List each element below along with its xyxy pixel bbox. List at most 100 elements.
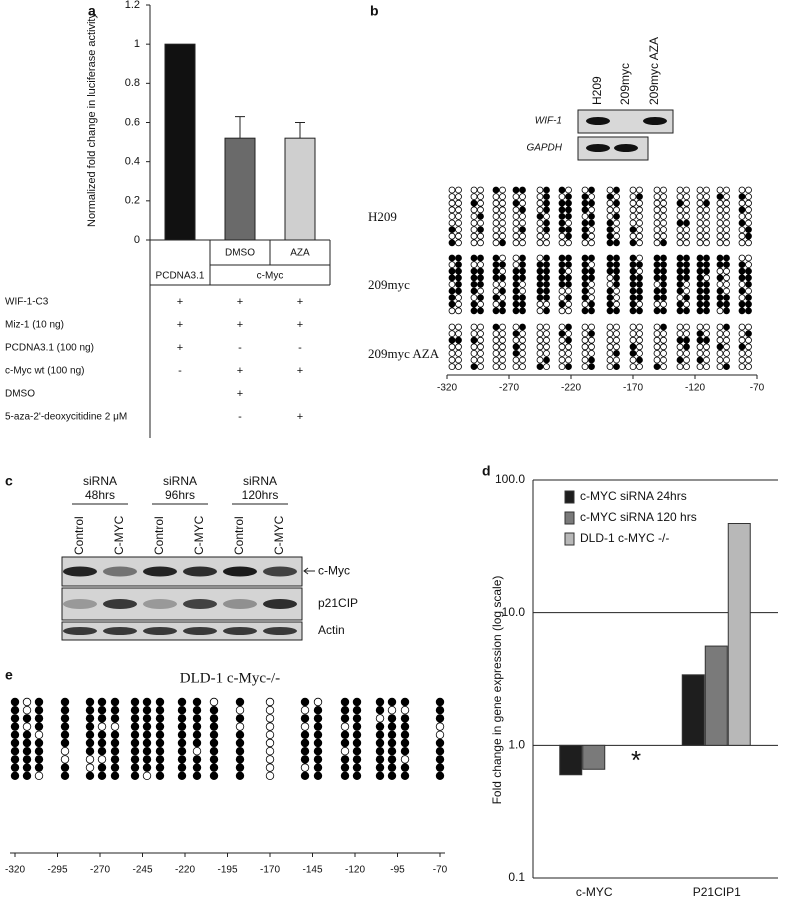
- lane-label: C-MYC: [112, 515, 126, 555]
- cpg-site: [629, 330, 637, 338]
- cpg-site: [34, 738, 44, 748]
- cpg-site: [723, 254, 730, 262]
- cpg-site: [192, 697, 202, 707]
- cpg-site: [340, 730, 350, 739]
- cpg-site: [499, 336, 506, 344]
- cpg-site: [455, 261, 462, 269]
- cpg-site: [110, 738, 120, 748]
- cpg-site: [723, 363, 730, 371]
- cpg-site: [97, 755, 107, 764]
- cpg-site: [629, 186, 637, 194]
- cpg-site: [558, 212, 566, 220]
- cpg-site: [660, 274, 667, 282]
- cpg-site: [435, 747, 445, 756]
- cpg-site: [696, 363, 704, 371]
- cpg-site: [558, 349, 566, 357]
- x-tick-label: -170: [260, 865, 280, 876]
- blot: [61, 587, 303, 621]
- condition-label: WIF-1-C3: [5, 297, 49, 308]
- cpg-site: [34, 730, 44, 739]
- cpg-site: [565, 363, 572, 371]
- cpg-site: [738, 323, 746, 331]
- cpg-site: [177, 755, 187, 764]
- cpg-site: [716, 280, 724, 288]
- cpg-site: [738, 199, 746, 207]
- cpg-site: [110, 730, 120, 739]
- cpg-site: [470, 254, 478, 262]
- cpg-site: [543, 336, 550, 344]
- blot-band: [63, 566, 97, 577]
- cpg-site: [85, 771, 95, 780]
- cpg-site: [60, 747, 70, 756]
- cpg-site: [300, 738, 310, 748]
- cpg-site: [375, 730, 385, 739]
- cpg-site: [60, 730, 70, 739]
- x-tick-label: P21CIP1: [693, 885, 741, 899]
- cpg-site: [696, 294, 704, 302]
- cpg-site: [477, 274, 484, 282]
- cpg-site: [470, 343, 478, 351]
- cpg-site: [676, 323, 684, 331]
- cpg-site: [492, 254, 500, 262]
- cpg-site: [97, 738, 107, 748]
- lane-label: Control: [152, 516, 166, 555]
- cpg-site: [177, 747, 187, 756]
- cpg-site: [22, 755, 32, 764]
- cpg-site: [313, 697, 323, 707]
- sample-label: 209myc: [368, 277, 410, 292]
- blot-band: [63, 627, 97, 635]
- cpg-site: [470, 280, 478, 288]
- cpg-site: [676, 219, 684, 227]
- cpg-site: [543, 330, 550, 338]
- cpg-site: [375, 697, 385, 707]
- cpg-site: [581, 206, 589, 214]
- cpg-site: [470, 219, 478, 227]
- cpg-site: [265, 738, 275, 748]
- cpg-site: [581, 287, 589, 295]
- cpg-site: [683, 212, 690, 220]
- cpg-site: [235, 771, 245, 780]
- cpg-site: [536, 212, 544, 220]
- cpg-site: [34, 697, 44, 707]
- y-tick-label: 0.2: [125, 195, 140, 207]
- cpg-site: [723, 206, 730, 214]
- cpg-site: [558, 193, 566, 201]
- cpg-site: [519, 239, 526, 247]
- cpg-site: [636, 323, 643, 331]
- cpg-site: [209, 730, 219, 739]
- cpg-site: [613, 356, 620, 364]
- cpg-site: [536, 336, 544, 344]
- cpg-site: [519, 274, 526, 282]
- cpg-site: [519, 294, 526, 302]
- cpg-site: [110, 706, 120, 715]
- cpg-site: [558, 261, 566, 269]
- condition-mark: +: [237, 319, 243, 331]
- cpg-site: [660, 294, 667, 302]
- cpg-site: [683, 199, 690, 207]
- cpg-site: [581, 186, 589, 194]
- cpg-site: [192, 763, 202, 772]
- cpg-site: [745, 330, 752, 338]
- cpg-site: [565, 343, 572, 351]
- cpg-site: [636, 219, 643, 227]
- bar: [704, 645, 728, 746]
- x-tick-label: -95: [390, 865, 405, 876]
- cpg-site: [477, 294, 484, 302]
- panel-label: c: [5, 473, 13, 489]
- cpg-site: [435, 763, 445, 772]
- cpg-site: [492, 239, 500, 247]
- cpg-site: [499, 349, 506, 357]
- cpg-site: [696, 186, 704, 194]
- cpg-site: [683, 356, 690, 364]
- cpg-site: [235, 714, 245, 723]
- cpg-site: [192, 714, 202, 723]
- cpg-site: [683, 239, 690, 247]
- cpg-site: [492, 323, 500, 331]
- cpg-site: [177, 706, 187, 715]
- cpg-site: [738, 287, 746, 295]
- cpg-site: [588, 363, 595, 371]
- cpg-site: [470, 267, 478, 275]
- y-tick-label: 0.4: [125, 156, 140, 168]
- cpg-site: [653, 343, 661, 351]
- y-tick-label: 0.8: [125, 77, 140, 89]
